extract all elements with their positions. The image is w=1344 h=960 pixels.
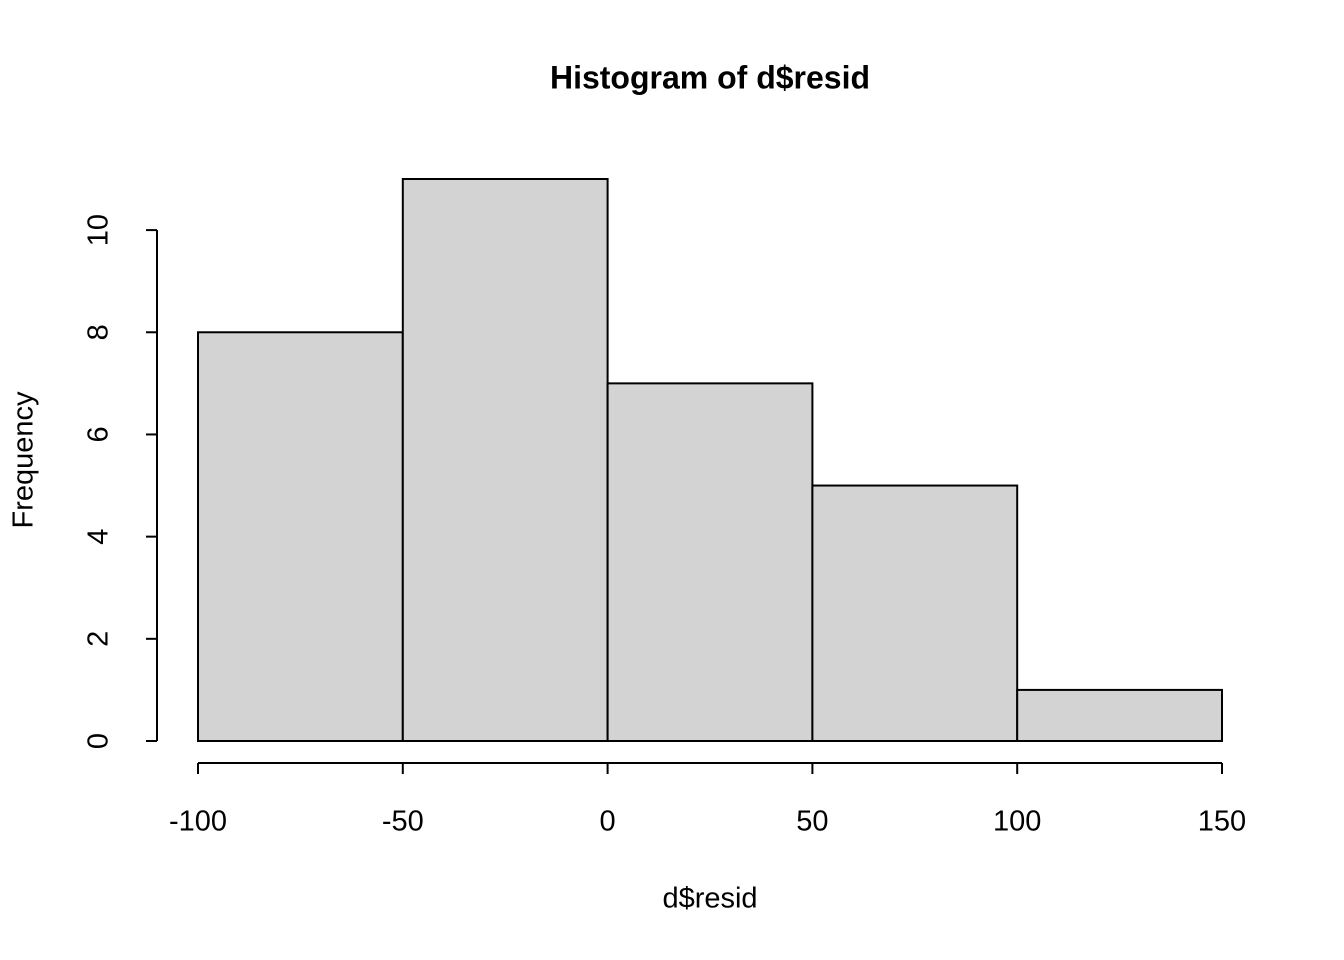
x-tick-label: 100 xyxy=(993,806,1041,838)
bar xyxy=(606,382,814,742)
x-tick-label: 0 xyxy=(600,806,616,838)
bar xyxy=(811,484,1019,742)
y-tick-label: 10 xyxy=(83,214,115,246)
x-tick-label: -50 xyxy=(382,806,424,838)
x-tick-label: 50 xyxy=(796,806,828,838)
x-tick-label: -100 xyxy=(169,806,227,838)
y-axis-label: Frequency xyxy=(8,391,40,529)
y-tick-label: 6 xyxy=(83,426,115,442)
y-tick-label: 8 xyxy=(83,324,115,340)
y-tick-label: 0 xyxy=(83,733,115,749)
bar xyxy=(401,178,609,742)
x-axis-label: d$resid xyxy=(662,883,757,915)
bar xyxy=(197,331,404,742)
y-tick-label: 4 xyxy=(83,529,115,545)
bar xyxy=(1016,688,1224,743)
y-tick-label: 2 xyxy=(83,631,115,647)
chart-title: Histogram of d$resid xyxy=(550,59,870,95)
x-tick-label: 150 xyxy=(1198,806,1246,838)
